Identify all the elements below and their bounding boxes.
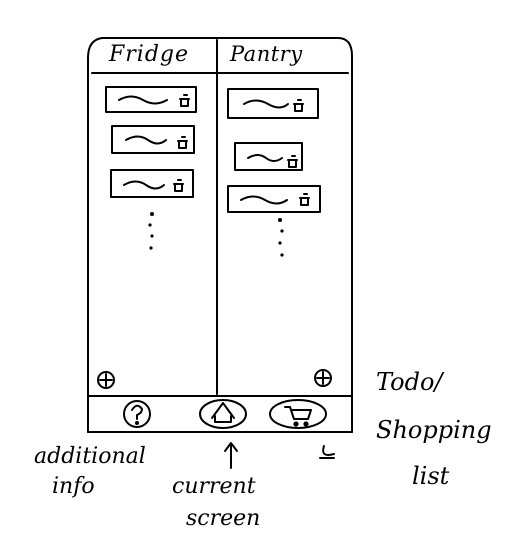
fridge-item-1[interactable] [105, 86, 197, 113]
fridge-column-title: Fridge [109, 42, 190, 67]
pantry-more-dots [278, 218, 284, 257]
annotation-additional-info: additional [34, 444, 146, 469]
annotation-todo-shopping-list: Shopping [376, 416, 492, 444]
pantry-item-2[interactable] [234, 142, 303, 171]
annotation-current-screen: screen [186, 506, 261, 531]
annotation-current-screen: current [172, 474, 256, 499]
pantry-add-button[interactable] [314, 369, 332, 387]
pantry-item-1[interactable] [227, 88, 319, 119]
trash-icon[interactable] [177, 136, 188, 149]
pantry-column-title: Pantry [230, 42, 303, 66]
bottom-nav-home-button[interactable] [199, 399, 247, 429]
bottom-nav-info-button[interactable] [123, 400, 151, 428]
annotation-additional-info: info [52, 474, 95, 499]
trash-icon[interactable] [173, 179, 184, 192]
fridge-add-button[interactable] [97, 371, 115, 389]
trash-icon[interactable] [293, 99, 304, 112]
current-screen-arrow [224, 442, 238, 469]
question-icon [123, 400, 151, 428]
fridge-item-3[interactable] [110, 169, 194, 198]
shopping-arrow [319, 445, 335, 459]
phone-frame [87, 37, 353, 433]
trash-icon[interactable] [299, 193, 310, 206]
fridge-more-dots [148, 212, 154, 250]
annotation-todo-shopping-list: list [412, 462, 450, 490]
bottom-nav-shopping-button[interactable] [269, 399, 327, 429]
pantry-item-3[interactable] [227, 185, 321, 213]
trash-icon[interactable] [287, 155, 298, 168]
home-icon [211, 402, 235, 423]
annotation-todo-shopping-list: Todo/ [376, 368, 443, 396]
fridge-item-2[interactable] [111, 125, 195, 154]
trash-icon[interactable] [179, 94, 190, 107]
cart-icon [284, 406, 312, 420]
